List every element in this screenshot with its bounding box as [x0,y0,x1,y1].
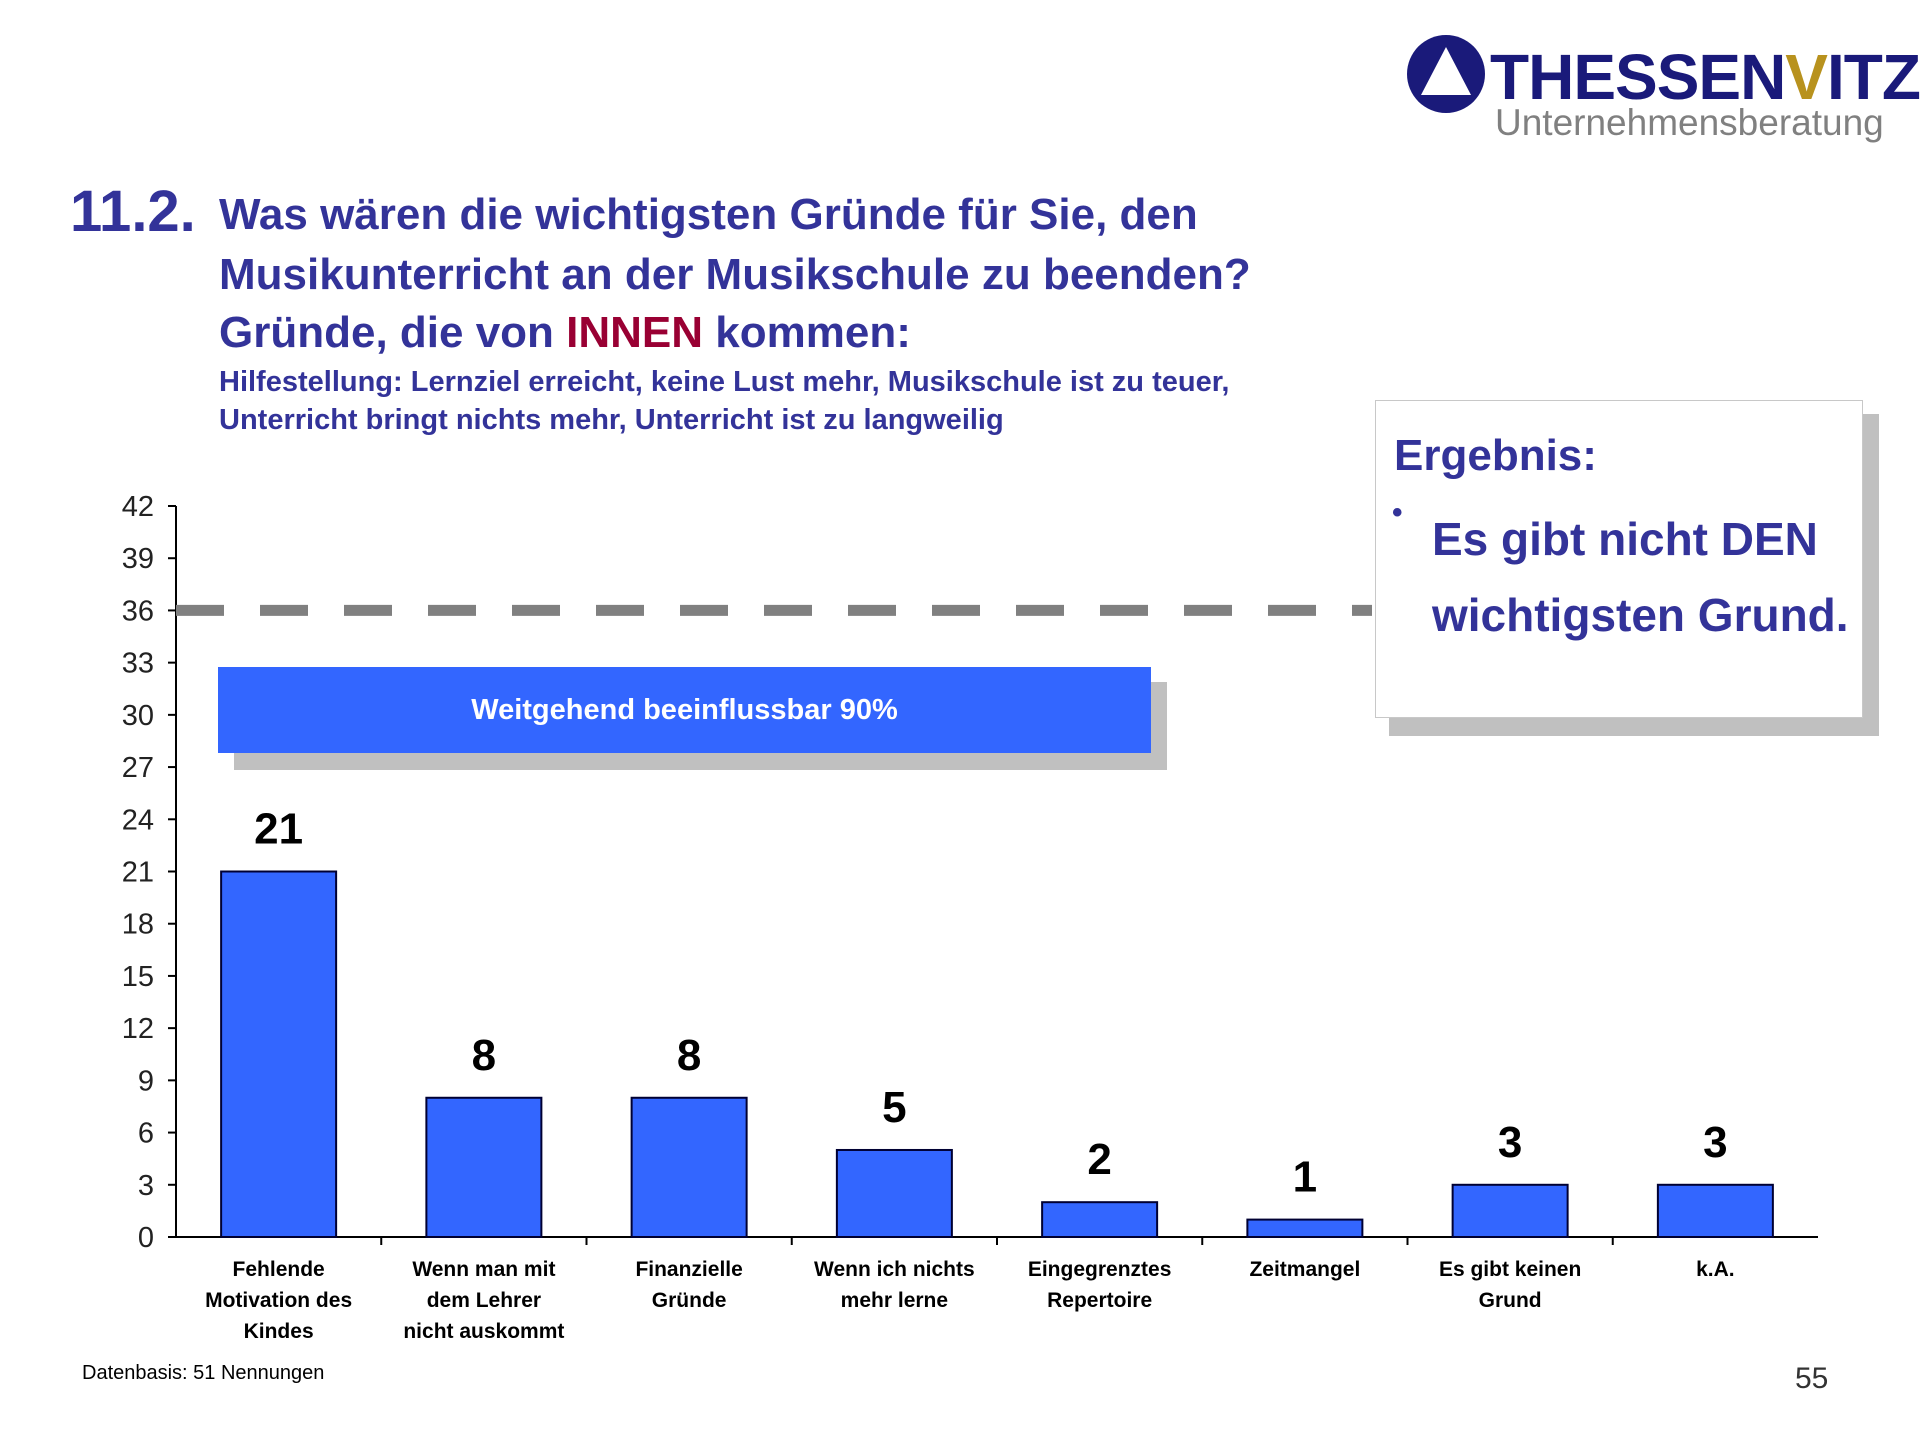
highlight-innen: INNEN [566,308,704,357]
logo-mark [1407,35,1485,113]
title-line-1: Was wären die wichtigsten Gründe für Sie… [219,190,1198,239]
y-tick-label: 24 [122,804,154,836]
bar-value-label: 5 [882,1083,906,1132]
bar [1656,1183,1774,1239]
logo-subtitle: Unternehmensberatung [1495,102,1884,143]
bullet-icon: • [1392,496,1403,529]
category-label: Zeitmangel [1249,1258,1360,1281]
title-line-3: Gründe, die von INNEN kommen: [219,308,911,357]
data-basis-note: Datenbasis: 51 Nennungen [82,1362,325,1384]
bar-value-label: 2 [1087,1135,1111,1184]
hint-line-2: Unterricht bringt nichts mehr, Unterrich… [219,404,1004,436]
triangle-icon [1421,47,1471,95]
influence-banner: Weitgehend beeinflussbar 90% [218,667,1151,753]
logo-name: THESSENVITZ [1490,41,1920,113]
y-tick-label: 33 [122,648,154,680]
category-label: dem Lehrer [427,1289,541,1312]
page-number: 55 [1795,1362,1829,1395]
y-tick-label: 36 [122,595,154,627]
y-tick-label: 9 [138,1065,154,1097]
bar-value-label: 8 [677,1031,701,1080]
bar [835,1148,953,1239]
bar-value-label: 3 [1498,1118,1522,1167]
y-tick-label: 0 [138,1222,154,1254]
bar [1041,1201,1159,1238]
category-label: Fehlende [233,1258,325,1281]
category-label: Repertoire [1047,1289,1152,1312]
question-number: 11.2. [70,179,196,244]
category-label: Gründe [652,1289,727,1312]
category-label: Wenn ich nichts [814,1258,975,1281]
category-label: mehr lerne [841,1289,948,1312]
bar [1246,1218,1364,1238]
y-tick-label: 27 [122,752,154,784]
hint-line-1: Hilfestellung: Lernziel erreicht, keine … [219,366,1230,398]
bar [425,1096,543,1239]
category-label: nicht auskommt [403,1320,564,1343]
bar [1451,1183,1569,1239]
y-tick-label: 6 [138,1118,154,1150]
category-label: Finanzielle [635,1258,742,1281]
bar [220,870,338,1238]
bar [630,1096,748,1239]
y-tick-label: 39 [122,543,154,575]
y-tick-label: 18 [122,909,154,941]
y-tick-label: 42 [122,491,154,523]
bar-value-label: 8 [472,1031,496,1080]
result-title: Ergebnis: [1394,431,1597,480]
category-label: Motivation des [205,1289,352,1312]
category-label: Kindes [244,1320,314,1343]
y-tick-label: 15 [122,961,154,993]
y-tick-label: 21 [122,857,154,889]
title-line-2: Musikunterricht an der Musikschule zu be… [219,250,1251,299]
result-box: Ergebnis: • Es gibt nicht DEN wichtigste… [1375,400,1863,718]
bar-value-label: 1 [1293,1153,1317,1202]
category-label: Grund [1479,1289,1542,1312]
category-label: Wenn man mit [412,1258,555,1281]
result-text: Es gibt nicht DEN wichtigsten Grund. [1432,513,1849,641]
bar-value-label: 3 [1703,1118,1727,1167]
y-tick-label: 12 [122,1013,154,1045]
y-tick-label: 30 [122,700,154,732]
category-label: k.A. [1696,1258,1735,1281]
category-label: Eingegrenztes [1028,1258,1172,1281]
y-tick-label: 3 [138,1170,154,1202]
bar-value-label: 21 [254,805,303,854]
category-label: Es gibt keinen [1439,1258,1581,1281]
